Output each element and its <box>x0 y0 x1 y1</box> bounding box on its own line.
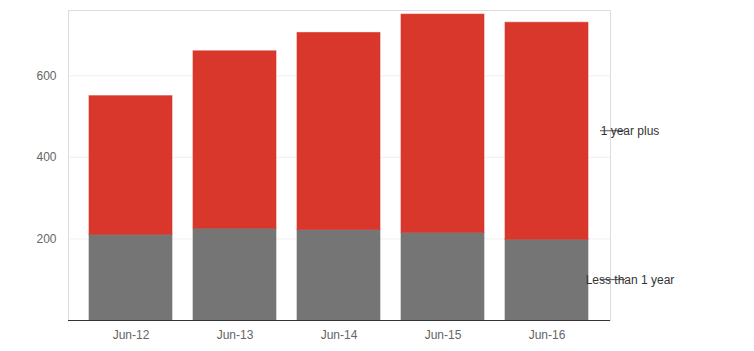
svg-text:200: 200 <box>36 232 56 246</box>
svg-text:Jun-15: Jun-15 <box>425 328 462 342</box>
svg-text:Jun-16: Jun-16 <box>529 328 566 342</box>
svg-text:600: 600 <box>36 69 56 83</box>
svg-text:Jun-13: Jun-13 <box>217 328 254 342</box>
svg-text:1 year plus: 1 year plus <box>601 124 660 138</box>
svg-text:Jun-14: Jun-14 <box>321 328 358 342</box>
svg-text:Jun-12: Jun-12 <box>113 328 150 342</box>
svg-text:Less than 1 year: Less than 1 year <box>586 273 675 287</box>
svg-text:400: 400 <box>36 150 56 164</box>
